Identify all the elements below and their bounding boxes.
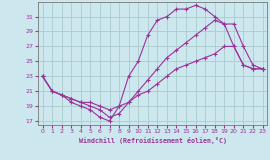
- X-axis label: Windchill (Refroidissement éolien,°C): Windchill (Refroidissement éolien,°C): [79, 137, 227, 144]
